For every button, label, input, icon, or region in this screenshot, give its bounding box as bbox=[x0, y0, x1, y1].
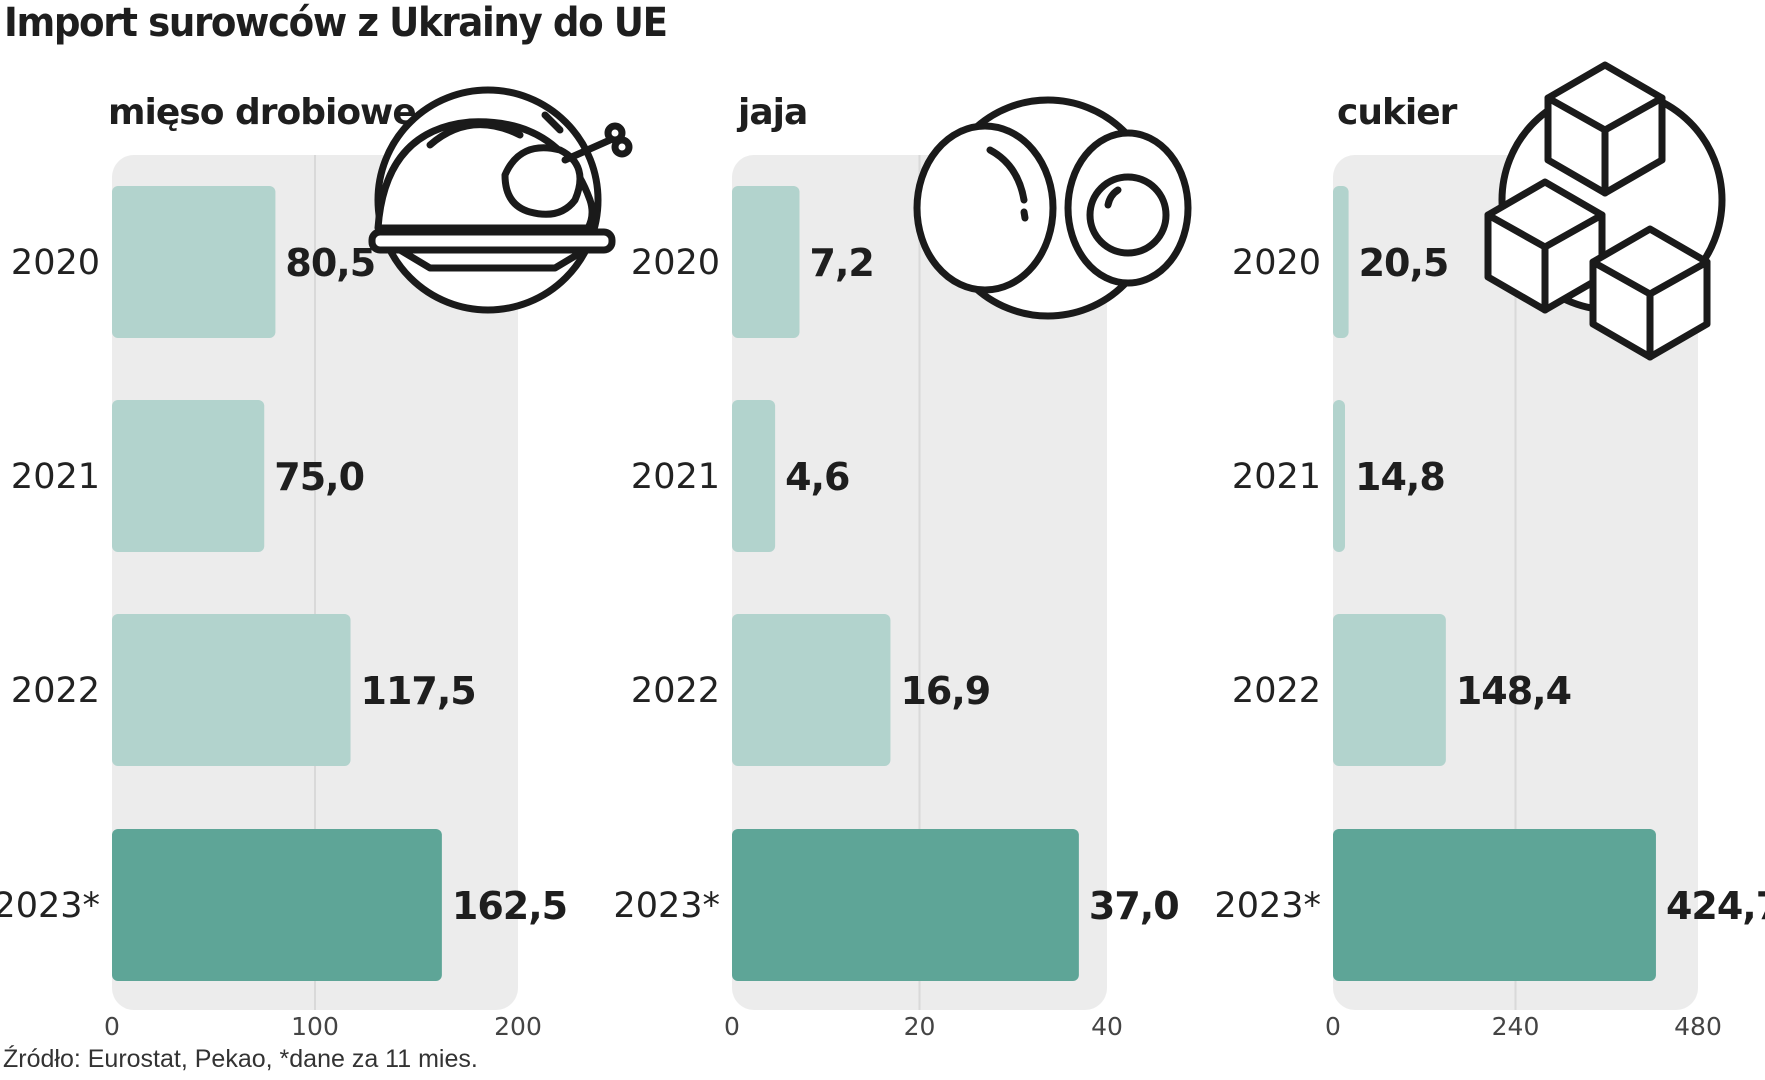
category-label: 2021 bbox=[1232, 457, 1321, 497]
category-label: 2022 bbox=[631, 671, 720, 711]
category-label: 2020 bbox=[11, 243, 100, 283]
bar bbox=[112, 186, 276, 338]
tick-label: 0 bbox=[724, 1012, 740, 1041]
data-label: 148,4 bbox=[1456, 669, 1571, 713]
bar bbox=[732, 400, 776, 552]
category-label: 2021 bbox=[631, 457, 720, 497]
bar bbox=[112, 829, 442, 981]
chart-panel: cukier 2020 20,5 2021 14,8 2022 148,4 2023* 424,… bbox=[1214, 92, 1765, 1041]
roast-chicken-icon bbox=[368, 86, 633, 314]
bar bbox=[732, 829, 1079, 981]
tick-label: 0 bbox=[1325, 1012, 1341, 1041]
bar bbox=[112, 614, 351, 766]
data-label: 16,9 bbox=[900, 669, 990, 713]
page-title: Import surowców z Ukrainy do UE bbox=[4, 0, 668, 46]
data-label: 424,7 bbox=[1666, 884, 1765, 928]
tick-label: 200 bbox=[494, 1012, 542, 1041]
category-label: 2023* bbox=[1214, 886, 1321, 926]
bar bbox=[112, 400, 265, 552]
chart-panel: mięso drobiowe 2020 80,5 2021 75,0 2022 117,5 2… bbox=[0, 92, 568, 1041]
data-label: 75,0 bbox=[274, 455, 364, 499]
bar bbox=[1333, 614, 1446, 766]
category-label: 2023* bbox=[613, 886, 720, 926]
data-label: 162,5 bbox=[452, 884, 567, 928]
panel-title: cukier bbox=[1337, 92, 1458, 133]
category-label: 2022 bbox=[1232, 671, 1321, 711]
eggs-icon bbox=[913, 96, 1192, 320]
tick-label: 240 bbox=[1492, 1012, 1540, 1041]
chart-panel: jaja 2020 7,2 2021 4,6 2022 16,9 2023* 37,0 0 20 40 bbox=[613, 92, 1179, 1041]
data-label: 7,2 bbox=[810, 241, 874, 285]
tick-label: 0 bbox=[104, 1012, 120, 1041]
tick-label: 40 bbox=[1091, 1012, 1123, 1041]
source-note: Źródło: Eurostat, Pekao, *dane za 11 mie… bbox=[3, 1045, 478, 1073]
data-label: 37,0 bbox=[1089, 884, 1179, 928]
bar bbox=[1333, 186, 1349, 338]
data-label: 117,5 bbox=[361, 669, 476, 713]
data-label: 80,5 bbox=[285, 241, 375, 285]
tick-label: 20 bbox=[904, 1012, 936, 1041]
data-label: 20,5 bbox=[1359, 241, 1449, 285]
category-label: 2023* bbox=[0, 886, 100, 926]
category-label: 2022 bbox=[11, 671, 100, 711]
bar bbox=[732, 186, 800, 338]
data-label: 4,6 bbox=[785, 455, 849, 499]
tick-label: 100 bbox=[291, 1012, 339, 1041]
panel-title: jaja bbox=[736, 92, 807, 133]
category-label: 2020 bbox=[1232, 243, 1321, 283]
category-label: 2020 bbox=[631, 243, 720, 283]
sugar-cubes-icon bbox=[1484, 61, 1726, 361]
bar bbox=[732, 614, 891, 766]
tick-label: 480 bbox=[1674, 1012, 1722, 1041]
bar bbox=[1333, 829, 1656, 981]
panel-title: mięso drobiowe bbox=[108, 92, 416, 133]
data-label: 14,8 bbox=[1355, 455, 1445, 499]
category-label: 2021 bbox=[11, 457, 100, 497]
bar bbox=[1333, 400, 1345, 552]
